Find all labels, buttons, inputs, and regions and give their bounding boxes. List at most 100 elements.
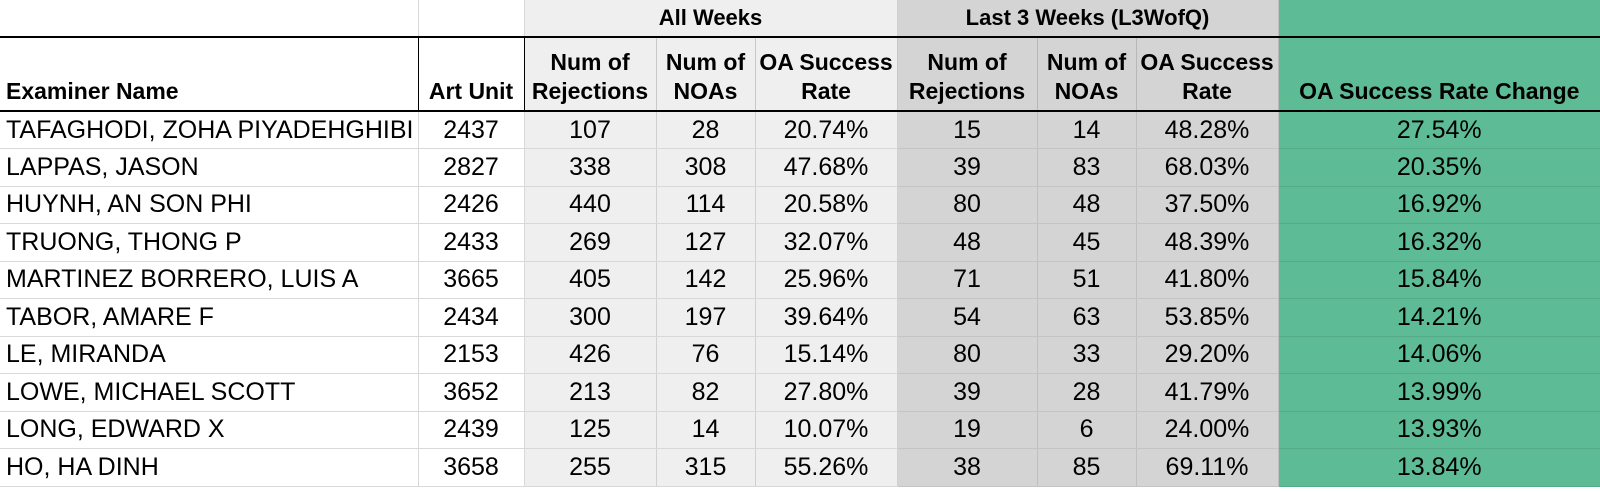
group-header-blank[interactable] — [0, 0, 419, 38]
cell-l3-rejections[interactable]: 80 — [897, 186, 1038, 224]
cell-l3-success-rate[interactable]: 48.39% — [1136, 223, 1279, 262]
cell-l3-noas[interactable]: 83 — [1037, 148, 1137, 187]
cell-l3-success-rate[interactable]: 53.85% — [1136, 298, 1279, 337]
cell-all-success-rate[interactable]: 15.14% — [755, 336, 898, 374]
cell-examiner-name[interactable]: LONG, EDWARD X — [0, 411, 419, 449]
cell-all-noas[interactable]: 142 — [656, 261, 756, 299]
cell-examiner-name[interactable]: TRUONG, THONG P — [0, 223, 419, 262]
cell-l3-success-rate[interactable]: 29.20% — [1136, 336, 1279, 374]
cell-all-noas[interactable]: 127 — [656, 223, 756, 262]
cell-art-unit[interactable]: 3665 — [418, 261, 525, 299]
cell-l3-noas[interactable]: 45 — [1037, 223, 1137, 262]
cell-all-noas[interactable]: 28 — [656, 111, 756, 149]
cell-l3-rejections[interactable]: 80 — [897, 336, 1038, 374]
cell-l3-success-rate[interactable]: 37.50% — [1136, 186, 1279, 224]
header-art-unit[interactable]: Art Unit — [418, 37, 525, 112]
cell-l3-rejections[interactable]: 48 — [897, 223, 1038, 262]
cell-all-rejections[interactable]: 338 — [524, 148, 657, 187]
cell-l3-success-rate[interactable]: 69.11% — [1136, 448, 1279, 487]
cell-examiner-name[interactable]: TAFAGHODI, ZOHA PIYADEHGHIBI — [0, 111, 419, 149]
cell-success-rate-change[interactable]: 15.84% — [1278, 261, 1600, 299]
cell-art-unit[interactable]: 3658 — [418, 448, 525, 487]
cell-l3-rejections[interactable]: 71 — [897, 261, 1038, 299]
cell-all-noas[interactable]: 308 — [656, 148, 756, 187]
cell-l3-noas[interactable]: 28 — [1037, 373, 1137, 412]
cell-all-rejections[interactable]: 125 — [524, 411, 657, 449]
header-all-noas[interactable]: Num of NOAs — [656, 37, 756, 112]
cell-l3-rejections[interactable]: 15 — [897, 111, 1038, 149]
cell-all-success-rate[interactable]: 10.07% — [755, 411, 898, 449]
cell-all-success-rate[interactable]: 55.26% — [755, 448, 898, 487]
cell-success-rate-change[interactable]: 13.93% — [1278, 411, 1600, 449]
cell-all-noas[interactable]: 114 — [656, 186, 756, 224]
cell-l3-success-rate[interactable]: 24.00% — [1136, 411, 1279, 449]
cell-examiner-name[interactable]: LE, MIRANDA — [0, 336, 419, 374]
cell-all-rejections[interactable]: 213 — [524, 373, 657, 412]
cell-art-unit[interactable]: 2426 — [418, 186, 525, 224]
cell-success-rate-change[interactable]: 20.35% — [1278, 148, 1600, 187]
group-header-all-weeks[interactable]: All Weeks — [524, 0, 898, 38]
cell-all-noas[interactable]: 197 — [656, 298, 756, 337]
cell-all-noas[interactable]: 315 — [656, 448, 756, 487]
cell-all-noas[interactable]: 14 — [656, 411, 756, 449]
cell-success-rate-change[interactable]: 27.54% — [1278, 111, 1600, 149]
cell-l3-rejections[interactable]: 54 — [897, 298, 1038, 337]
cell-success-rate-change[interactable]: 13.99% — [1278, 373, 1600, 412]
cell-l3-noas[interactable]: 6 — [1037, 411, 1137, 449]
header-l3-noas[interactable]: Num of NOAs — [1037, 37, 1137, 112]
cell-all-success-rate[interactable]: 32.07% — [755, 223, 898, 262]
header-all-rejections[interactable]: Num of Rejections — [524, 37, 657, 112]
cell-l3-noas[interactable]: 14 — [1037, 111, 1137, 149]
cell-art-unit[interactable]: 2433 — [418, 223, 525, 262]
cell-examiner-name[interactable]: HO, HA DINH — [0, 448, 419, 487]
cell-examiner-name[interactable]: HUYNH, AN SON PHI — [0, 186, 419, 224]
cell-l3-success-rate[interactable]: 48.28% — [1136, 111, 1279, 149]
cell-all-success-rate[interactable]: 47.68% — [755, 148, 898, 187]
cell-all-noas[interactable]: 82 — [656, 373, 756, 412]
cell-success-rate-change[interactable]: 16.32% — [1278, 223, 1600, 262]
cell-all-success-rate[interactable]: 27.80% — [755, 373, 898, 412]
header-l3-rejections[interactable]: Num of Rejections — [897, 37, 1038, 112]
header-l3-success-rate[interactable]: OA Success Rate — [1136, 37, 1279, 112]
cell-all-success-rate[interactable]: 20.58% — [755, 186, 898, 224]
cell-l3-rejections[interactable]: 19 — [897, 411, 1038, 449]
cell-art-unit[interactable]: 2439 — [418, 411, 525, 449]
cell-examiner-name[interactable]: LOWE, MICHAEL SCOTT — [0, 373, 419, 412]
cell-all-rejections[interactable]: 426 — [524, 336, 657, 374]
cell-examiner-name[interactable]: TABOR, AMARE F — [0, 298, 419, 337]
cell-all-rejections[interactable]: 255 — [524, 448, 657, 487]
cell-art-unit[interactable]: 2434 — [418, 298, 525, 337]
cell-all-noas[interactable]: 76 — [656, 336, 756, 374]
cell-all-success-rate[interactable]: 39.64% — [755, 298, 898, 337]
cell-art-unit[interactable]: 3652 — [418, 373, 525, 412]
cell-all-rejections[interactable]: 405 — [524, 261, 657, 299]
cell-art-unit[interactable]: 2827 — [418, 148, 525, 187]
cell-l3-rejections[interactable]: 39 — [897, 373, 1038, 412]
group-header-last-3-weeks[interactable]: Last 3 Weeks (L3WofQ) — [897, 0, 1279, 38]
header-success-rate-change[interactable]: OA Success Rate Change — [1278, 37, 1600, 112]
cell-l3-rejections[interactable]: 38 — [897, 448, 1038, 487]
header-examiner-name[interactable]: Examiner Name — [0, 37, 419, 112]
cell-success-rate-change[interactable]: 14.21% — [1278, 298, 1600, 337]
cell-all-rejections[interactable]: 440 — [524, 186, 657, 224]
header-all-success-rate[interactable]: OA Success Rate — [755, 37, 898, 112]
cell-art-unit[interactable]: 2437 — [418, 111, 525, 149]
group-header-change-blank[interactable] — [1278, 0, 1600, 38]
cell-l3-noas[interactable]: 48 — [1037, 186, 1137, 224]
cell-art-unit[interactable]: 2153 — [418, 336, 525, 374]
cell-l3-noas[interactable]: 63 — [1037, 298, 1137, 337]
cell-success-rate-change[interactable]: 14.06% — [1278, 336, 1600, 374]
cell-l3-noas[interactable]: 33 — [1037, 336, 1137, 374]
cell-all-success-rate[interactable]: 25.96% — [755, 261, 898, 299]
cell-all-rejections[interactable]: 107 — [524, 111, 657, 149]
cell-l3-noas[interactable]: 85 — [1037, 448, 1137, 487]
cell-success-rate-change[interactable]: 13.84% — [1278, 448, 1600, 487]
cell-l3-success-rate[interactable]: 41.79% — [1136, 373, 1279, 412]
group-header-blank[interactable] — [418, 0, 525, 38]
cell-l3-rejections[interactable]: 39 — [897, 148, 1038, 187]
cell-success-rate-change[interactable]: 16.92% — [1278, 186, 1600, 224]
cell-l3-success-rate[interactable]: 41.80% — [1136, 261, 1279, 299]
cell-all-rejections[interactable]: 300 — [524, 298, 657, 337]
cell-examiner-name[interactable]: MARTINEZ BORRERO, LUIS A — [0, 261, 419, 299]
cell-examiner-name[interactable]: LAPPAS, JASON — [0, 148, 419, 187]
